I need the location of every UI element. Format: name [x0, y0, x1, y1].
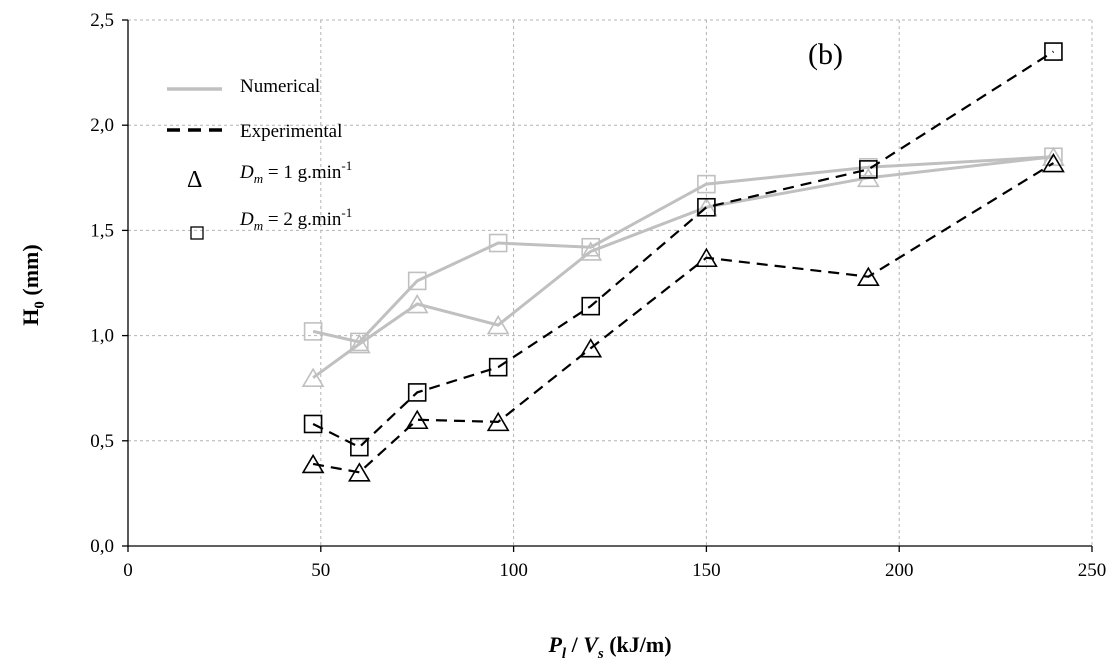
- numerical-triangle-marker: [347, 333, 371, 354]
- ticks: 0,0 0,5 1,0 1,5 2,0 2,5 0 50 100 150 200 250: [90, 10, 1106, 581]
- x-axis-title-v-sub: s: [597, 646, 604, 662]
- numerical-triangle-line: [312, 155, 1054, 379]
- experimental-square-line: [312, 50, 1055, 449]
- experimental-triangle-line: [312, 162, 1055, 474]
- numerical-square-marker: [303, 322, 323, 341]
- numerical-triangle-marker: [486, 315, 510, 335]
- y-axis-title-h-sub: 0: [32, 301, 48, 309]
- legend-dm1-sup: -1: [341, 158, 352, 173]
- legend-dm2-sub: m: [254, 218, 263, 233]
- legend-dm2-label: Dm = 2 g.min-1: [239, 205, 352, 233]
- y-tick-label: 1,0: [90, 326, 114, 347]
- experimental-triangle-marker: [405, 409, 429, 430]
- x-tick-label: 200: [885, 560, 914, 581]
- experimental-square-marker: [303, 414, 323, 434]
- legend-dm2-sup: -1: [341, 205, 352, 220]
- x-axis-title-v: V: [583, 632, 600, 657]
- x-axis-title: Pl / Vs (kJ/m): [547, 632, 671, 662]
- x-axis-title-p-sub: l: [562, 646, 567, 662]
- legend-dm2-text: = 2 g.min: [263, 209, 342, 230]
- y-axis-title-unit: (mm): [18, 244, 43, 301]
- numerical-triangle-marker: [579, 241, 603, 261]
- y-axis-title: H0 (mm): [18, 244, 48, 325]
- x-axis-title-p: P: [547, 632, 562, 657]
- legend-experimental-label: Experimental: [240, 121, 342, 142]
- panel-label: (b): [808, 38, 843, 71]
- numerical-square-line: [312, 155, 1054, 344]
- y-tick-label: 2,5: [90, 10, 114, 31]
- experimental-triangle-marker: [301, 453, 325, 474]
- x-tick-label: 50: [311, 560, 330, 581]
- x-axis-title-sep: /: [566, 632, 583, 657]
- numerical-triangle-marker: [405, 293, 429, 314]
- experimental-square-marker: [1044, 42, 1063, 61]
- axes: [127, 20, 1092, 547]
- experimental-square-marker: [697, 197, 716, 217]
- legend: Numerical Experimental Δ Dm = 1 g.min-1 …: [167, 76, 352, 240]
- experimental-square-marker: [859, 160, 878, 179]
- legend-dm1-label: Dm = 1 g.min-1: [239, 158, 352, 186]
- numerical-triangle-marker: [301, 367, 325, 387]
- numerical-square-marker: [350, 332, 369, 352]
- experimental-square-marker: [350, 437, 369, 457]
- y-tick-label: 0,0: [90, 536, 114, 557]
- x-tick-label: 100: [499, 560, 528, 581]
- legend-dm1-d: D: [239, 162, 254, 183]
- y-tick-label: 0,5: [90, 431, 114, 452]
- numerical-square-marker: [407, 271, 427, 291]
- series-layer: [301, 42, 1065, 482]
- x-axis-title-unit: (kJ/m): [604, 632, 672, 657]
- experimental-square-marker: [407, 383, 427, 402]
- experimental-triangle-marker: [579, 338, 603, 358]
- numerical-square-marker: [697, 174, 716, 194]
- experimental-triangle-marker: [695, 247, 718, 268]
- legend-numerical-label: Numerical: [240, 76, 320, 97]
- legend-triangle-symbol: Δ: [187, 167, 202, 193]
- y-tick-label: 1,5: [90, 220, 114, 241]
- legend-square-symbol: [190, 226, 204, 240]
- experimental-square-marker: [581, 296, 601, 316]
- experimental-square-marker: [488, 357, 508, 377]
- y-tick-label: 2,0: [90, 115, 114, 136]
- experimental-triangle-marker: [856, 266, 880, 286]
- experimental-triangle-marker: [347, 462, 371, 482]
- experimental-triangle-marker: [486, 411, 510, 432]
- grid: [128, 19, 1093, 546]
- experimental-triangle-marker: [1042, 152, 1065, 173]
- y-axis-title-h: H: [18, 309, 43, 326]
- x-tick-label: 150: [692, 560, 721, 581]
- numerical-square-marker: [1044, 147, 1063, 167]
- x-tick-label: 0: [123, 560, 133, 581]
- x-tick-label: 250: [1078, 560, 1107, 581]
- legend-dm1-sub: m: [254, 171, 263, 186]
- numerical-square-marker: [488, 233, 508, 253]
- legend-dm2-d: D: [239, 209, 254, 230]
- numerical-square-marker: [581, 237, 601, 257]
- legend-dm1-text: = 1 g.min: [263, 162, 342, 183]
